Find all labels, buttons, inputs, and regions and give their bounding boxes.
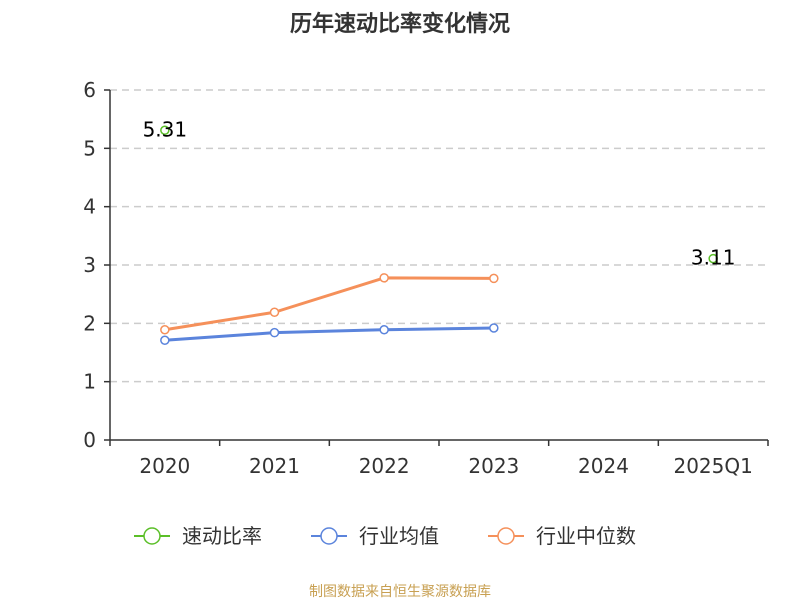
data-point[interactable] — [489, 323, 499, 333]
y-tick-label: 5 — [83, 136, 96, 160]
y-tick-label: 6 — [83, 78, 96, 102]
series-lines — [160, 125, 718, 345]
x-tick-label: 2020 — [139, 454, 190, 478]
grid-lines — [110, 89, 768, 383]
data-point[interactable] — [379, 325, 389, 335]
series-1 — [160, 323, 499, 345]
data-point[interactable] — [269, 327, 280, 338]
series-0 — [160, 125, 718, 264]
legend-label: 行业均值 — [359, 524, 439, 548]
data-point[interactable] — [160, 125, 170, 135]
legend-item[interactable]: 行业中位数 — [488, 524, 636, 548]
data-labels: 5.31 3.11 — [143, 117, 736, 269]
chart-title: 历年速动比率变化情况 — [290, 11, 510, 37]
source-note: 制图数据来自恒生聚源数据库 — [309, 584, 491, 600]
x-tick-label: 2022 — [359, 454, 410, 478]
data-point[interactable] — [160, 325, 170, 335]
series-line — [164, 326, 494, 342]
legend-item[interactable]: 速动比率 — [134, 524, 262, 548]
data-point[interactable] — [269, 307, 280, 317]
legend-label: 行业中位数 — [536, 524, 636, 548]
data-point[interactable] — [379, 273, 389, 283]
y-tick-label: 2 — [83, 311, 96, 335]
legend-label: 速动比率 — [182, 524, 262, 548]
x-tick-label: 2023 — [468, 454, 519, 478]
x-tick-label: 2024 — [578, 454, 629, 478]
data-point[interactable] — [708, 253, 718, 264]
data-point[interactable] — [489, 273, 499, 284]
data-label: 3.11 — [691, 246, 736, 270]
data-point[interactable] — [160, 335, 170, 345]
x-tick-label: 2025Q1 — [673, 454, 752, 478]
axes: 0 1 2 3 4 5 6 2020 2021 2022 2023 2024 2025Q1 — [83, 78, 769, 478]
y-tick-label: 0 — [83, 428, 96, 452]
data-label: 5.31 — [143, 117, 188, 141]
series-line — [164, 276, 494, 332]
y-tick-label: 4 — [83, 195, 96, 219]
y-tick-label: 3 — [83, 253, 96, 277]
legend-marker — [320, 527, 338, 545]
legend-marker — [143, 527, 161, 545]
legend-marker — [497, 527, 515, 545]
series-2 — [160, 273, 499, 335]
y-tick-label: 1 — [83, 370, 96, 394]
legend[interactable]: 速动比率 行业均值 行业中位数 — [134, 524, 636, 548]
x-tick-label: 2021 — [249, 454, 300, 478]
legend-item[interactable]: 行业均值 — [311, 524, 439, 548]
